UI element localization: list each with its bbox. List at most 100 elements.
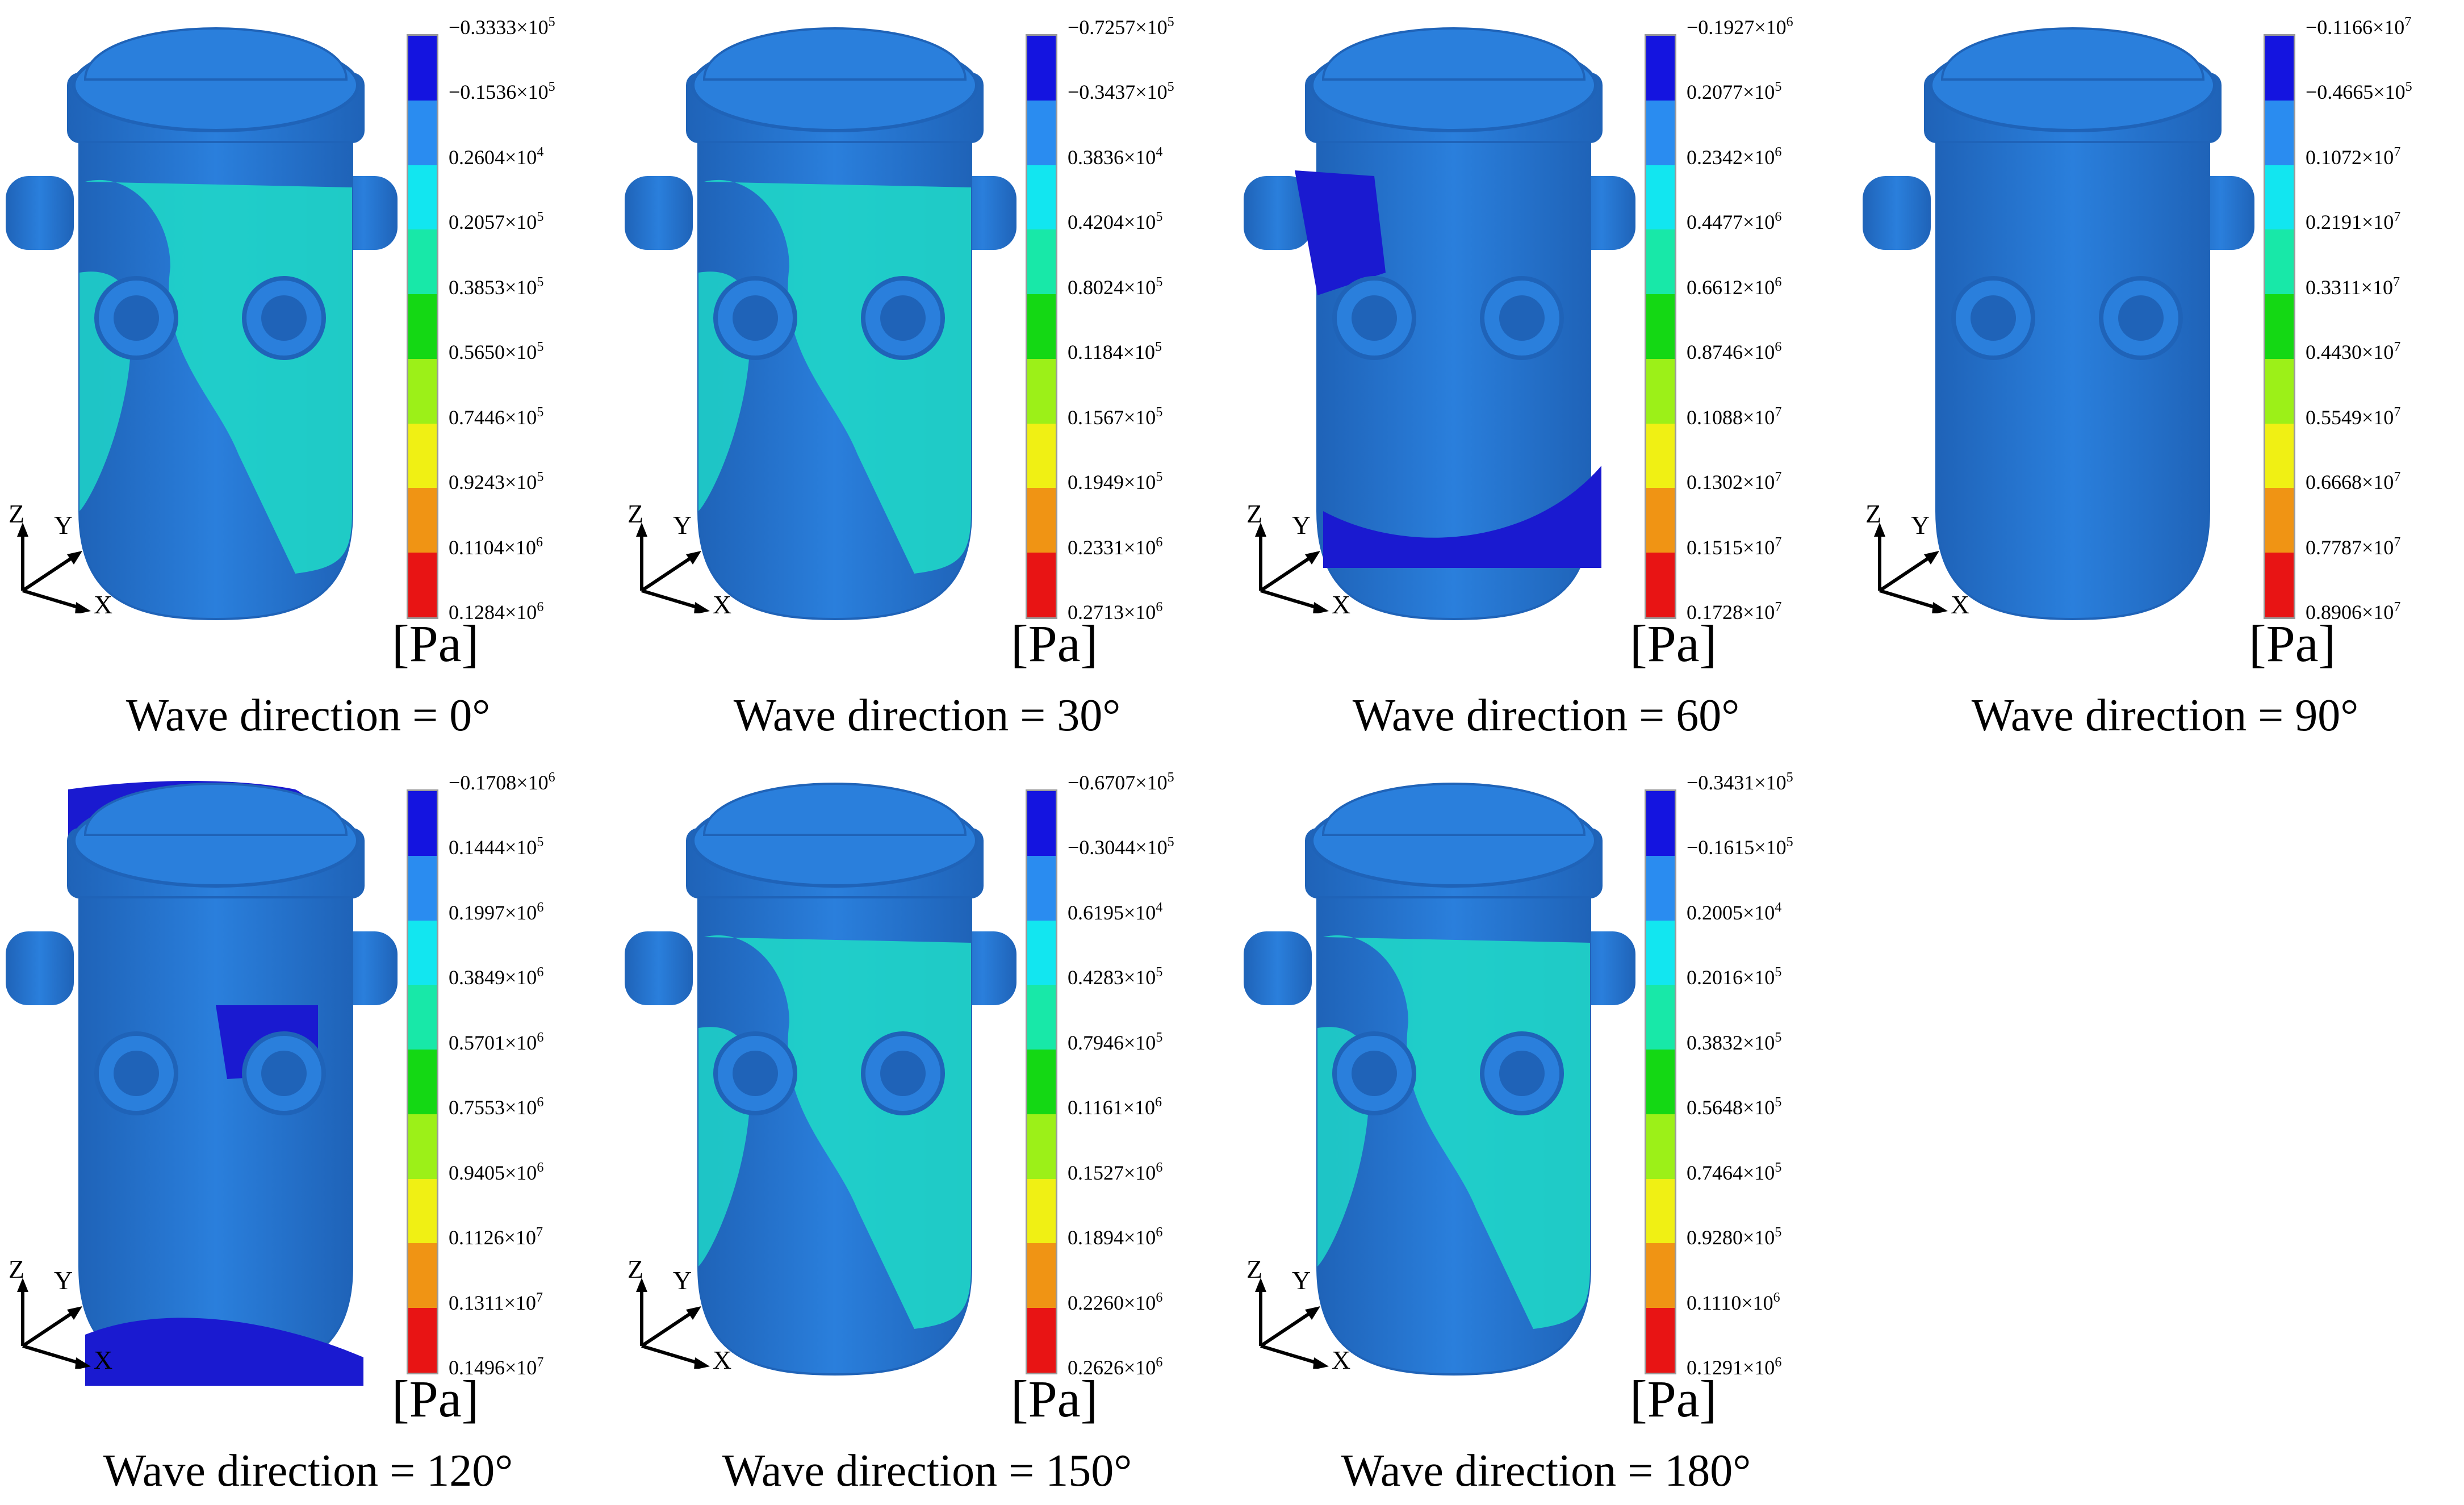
legend-color-band — [1027, 1308, 1056, 1373]
panel-caption: Wave direction = 150° — [722, 1446, 1132, 1496]
legend-tick-label: −0.3431×105 — [1687, 770, 1793, 794]
legend-color-band — [1027, 791, 1056, 856]
legend-color-band — [1646, 1178, 1675, 1244]
axis-x-label: X — [1332, 1345, 1350, 1369]
axis-y-label: Y — [54, 511, 73, 540]
legend-color-band — [408, 165, 437, 230]
vessel-contour-plot — [625, 27, 1016, 621]
legend-color-band — [1646, 985, 1675, 1050]
axis-x-label: X — [1951, 590, 1969, 613]
legend-color-band — [2265, 553, 2294, 617]
legend-tick-label: 0.8746×106 — [1687, 340, 1782, 364]
legend-color-band — [1646, 229, 1675, 295]
panel-caption: Wave direction = 60° — [1352, 691, 1740, 741]
legend-tick-label: 0.1496×107 — [449, 1355, 544, 1379]
color-legend-bar — [1026, 34, 1057, 619]
contour-panel: Z Y X −0.1166×107 −0.4665×105 0.1072×107… — [1857, 0, 2464, 750]
legend-tick-label: 0.2016×105 — [1687, 965, 1782, 989]
unit-label: [Pa] — [1630, 614, 1717, 672]
legend-color-band — [1027, 1114, 1056, 1179]
legend-color-band — [2265, 36, 2294, 101]
legend-color-band — [1027, 36, 1056, 101]
legend-color-band — [1027, 855, 1056, 921]
legend-color-band — [408, 985, 437, 1050]
legend-color-band — [1027, 1050, 1056, 1114]
legend-tick-label: 0.2331×106 — [1068, 534, 1163, 559]
legend-tick-label: 0.1527×106 — [1068, 1160, 1163, 1184]
legend-color-band — [1646, 1243, 1675, 1308]
legend-color-band — [1646, 165, 1675, 230]
legend-color-band — [408, 358, 437, 424]
legend-color-band — [408, 791, 437, 856]
panel-caption: Wave direction = 0° — [125, 691, 491, 741]
contour-panel: Z Y X −0.3431×105 −0.1615×105 0.2005×104… — [1238, 755, 1854, 1505]
coordinate-axes: Z Y X — [627, 1255, 731, 1369]
color-legend-bar — [1026, 789, 1057, 1374]
legend-tick-label: 0.1894×106 — [1068, 1225, 1163, 1249]
vessel-contour-plot — [6, 781, 398, 1386]
panel-caption: Wave direction = 30° — [733, 691, 1121, 741]
legend-tick-label: 0.2604×104 — [449, 144, 544, 169]
vessel-contour-plot — [1244, 783, 1635, 1376]
legend-color-band — [1027, 294, 1056, 359]
legend-color-band — [1027, 358, 1056, 424]
legend-tick-label: −0.1927×106 — [1687, 15, 1793, 39]
axis-z-label: Z — [627, 500, 643, 528]
legend-color-band — [408, 1243, 437, 1308]
legend-tick-label: 0.3853×105 — [449, 274, 544, 299]
legend-color-band — [1646, 1050, 1675, 1114]
legend-color-band — [1646, 1114, 1675, 1179]
vessel-contour-plot — [625, 783, 1016, 1376]
legend-tick-label: −0.4665×105 — [2306, 80, 2412, 104]
legend-color-band — [1646, 488, 1675, 553]
legend-color-band — [2265, 229, 2294, 295]
legend-tick-label: 0.1567×105 — [1068, 404, 1163, 429]
unit-label: [Pa] — [1630, 1370, 1717, 1428]
axis-x-label: X — [94, 1345, 112, 1369]
axis-z-label: Z — [9, 500, 24, 528]
legend-color-band — [1646, 920, 1675, 985]
coordinate-axes: Z Y X — [1246, 500, 1350, 613]
color-legend-ticks: −0.6707×105 −0.3044×105 0.6195×104 0.428… — [1068, 755, 1238, 1386]
color-legend-ticks: −0.1927×106 0.2077×105 0.2342×106 0.4477… — [1687, 0, 1857, 630]
vessel-contour-plot — [1244, 27, 1635, 621]
color-legend-ticks: −0.7257×105 −0.3437×105 0.3836×104 0.420… — [1068, 0, 1238, 630]
vessel-contour-plot — [6, 27, 398, 621]
legend-tick-label: 0.5650×105 — [449, 340, 544, 364]
legend-tick-label: 0.3836×104 — [1068, 144, 1163, 169]
legend-tick-label: 0.5701×106 — [449, 1030, 544, 1054]
legend-tick-label: 0.3849×106 — [449, 965, 544, 989]
legend-tick-label: −0.7257×105 — [1068, 15, 1174, 39]
color-legend-ticks: −0.1166×107 −0.4665×105 0.1072×107 0.219… — [2306, 0, 2464, 630]
legend-color-band — [2265, 358, 2294, 424]
legend-color-band — [1646, 36, 1675, 101]
legend-tick-label: −0.1708×106 — [449, 770, 555, 794]
legend-tick-label: −0.3333×105 — [449, 15, 555, 39]
axis-y-label: Y — [673, 511, 692, 540]
legend-tick-label: 0.5648×105 — [1687, 1095, 1782, 1119]
legend-color-band — [1027, 985, 1056, 1050]
legend-color-band — [408, 1178, 437, 1244]
legend-color-band — [408, 423, 437, 488]
axis-z-label: Z — [9, 1255, 24, 1284]
legend-color-band — [1646, 100, 1675, 165]
legend-tick-label: 0.4477×106 — [1687, 210, 1782, 234]
legend-tick-label: −0.1615×105 — [1687, 835, 1793, 859]
legend-tick-label: 0.1515×107 — [1687, 534, 1782, 559]
coordinate-axes: Z Y X — [1865, 500, 1969, 613]
color-legend-ticks: −0.3431×105 −0.1615×105 0.2005×104 0.201… — [1687, 755, 1857, 1386]
legend-tick-label: 0.2626×106 — [1068, 1355, 1163, 1379]
legend-color-band — [2265, 423, 2294, 488]
axis-y-label: Y — [54, 1266, 73, 1295]
legend-tick-label: 0.5549×107 — [2306, 404, 2401, 429]
legend-tick-label: 0.1161×106 — [1068, 1095, 1162, 1119]
legend-color-band — [408, 488, 437, 553]
legend-tick-label: 0.4430×107 — [2306, 340, 2401, 364]
legend-tick-label: 0.6612×106 — [1687, 274, 1782, 299]
legend-tick-label: 0.8906×107 — [2306, 600, 2401, 624]
coordinate-axes: Z Y X — [9, 500, 112, 613]
legend-tick-label: 0.1284×106 — [449, 600, 544, 624]
axis-z-label: Z — [1246, 500, 1262, 528]
legend-tick-label: 0.2342×106 — [1687, 144, 1782, 169]
legend-color-band — [1646, 423, 1675, 488]
